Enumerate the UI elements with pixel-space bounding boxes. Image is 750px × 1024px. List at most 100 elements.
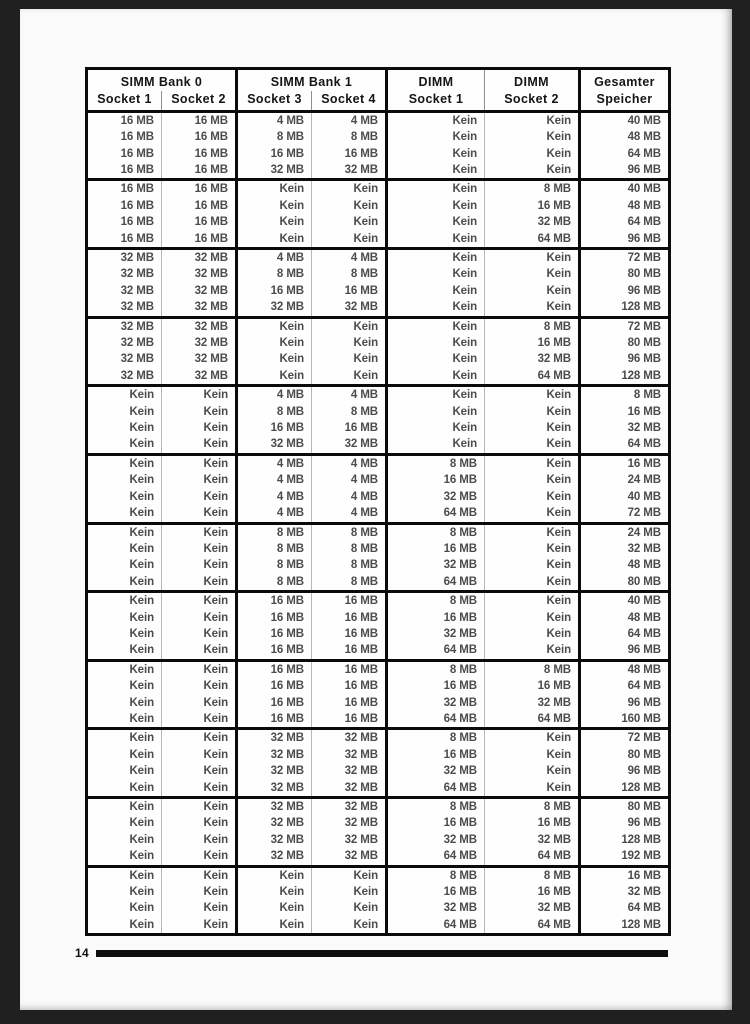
table-cell: Kein <box>129 781 154 794</box>
table-cell: Kein <box>235 315 312 336</box>
table-cell: 16 MB <box>311 282 387 300</box>
table-cell: 16 MB <box>235 642 312 661</box>
row-group: Kein Kein 32 MB 32 MB 8 MB 8 MB 80 MB Kein Kein 3… <box>86 796 670 867</box>
table-cell: Kein <box>161 609 237 626</box>
table-cell: 32 MB <box>311 831 387 849</box>
table-row: Kein Kein 32 MB 32 MB 16 MB 16 MB 96 MB <box>87 815 670 832</box>
table-cell: Kein <box>385 420 485 437</box>
table-cell: 64 MB <box>385 779 485 798</box>
table-row: 32 MB 32 MB 8 MB 8 MB Kein Kein 80 MB <box>87 266 670 283</box>
table-cell: 128 MB <box>578 779 670 798</box>
table-cell: 16 MB <box>385 540 485 558</box>
table-cell: 4 MB <box>235 247 312 267</box>
table-cell: 32 MB <box>311 436 387 455</box>
table-cell: Kein <box>161 884 237 901</box>
table-row: Kein Kein 16 MB 16 MB 64 MB 64 MB 160 MB <box>87 710 670 729</box>
table-cell: Kein <box>161 436 237 455</box>
table-row: Kein Kein 32 MB 32 MB 8 MB Kein 72 MB <box>86 727 670 747</box>
table-cell: Kein <box>161 488 237 506</box>
table-cell: 16 MB <box>235 678 312 695</box>
table-cell: 32 MB <box>235 299 312 318</box>
table-cell: Kein <box>311 864 387 885</box>
table-cell: Kein <box>161 900 237 917</box>
table-cell: Kein <box>235 335 312 352</box>
table-cell: 8 MB <box>385 658 485 679</box>
table-cell: 32 MB <box>484 831 580 849</box>
table-cell: Kein <box>385 197 485 215</box>
table-cell: 64 MB <box>578 900 670 917</box>
document-page: SIMM Bank 0 SIMM Bank 1 DIMM DIMM Gesamter So… <box>20 9 732 1010</box>
table-cell: 8 MB <box>311 521 387 541</box>
table-cell: 32 MB <box>311 746 387 764</box>
table-cell: 32 MB <box>385 694 485 711</box>
table-cell: 4 MB <box>235 452 312 473</box>
table-cell: Kein <box>86 864 162 885</box>
table-cell: Kein <box>129 748 154 761</box>
table-cell: Kein <box>484 403 580 421</box>
table-cell: Kein <box>161 746 237 764</box>
table-cell: 32 MB <box>235 831 312 849</box>
table-cell: Kein <box>129 438 154 451</box>
row-group: Kein Kein 4 MB 4 MB Kein Kein 8 MB Kein Kein 8 MB… <box>86 384 670 455</box>
memory-table: SIMM Bank 0 SIMM Bank 1 DIMM DIMM Gesamter So… <box>85 67 671 937</box>
table-cell: 64 MB <box>578 145 670 162</box>
table-cell: Kein <box>161 540 237 558</box>
table-row: Kein Kein 32 MB 32 MB Kein Kein 64 MB <box>87 436 670 455</box>
table-cell: 32 MB <box>161 282 237 300</box>
table-cell: Kein <box>86 796 162 816</box>
table-cell: Kein <box>484 472 580 489</box>
table-cell: 128 MB <box>578 916 670 935</box>
table-cell: 64 MB <box>385 573 485 592</box>
table-row: Kein Kein 32 MB 32 MB 16 MB Kein 80 MB <box>87 746 670 764</box>
table-row: Kein Kein 8 MB 8 MB 8 MB Kein 24 MB <box>86 521 670 541</box>
table-cell: Kein <box>385 230 485 249</box>
table-cell: Kein <box>385 145 485 162</box>
table-cell: Kein <box>161 384 237 404</box>
table-row: Kein Kein Kein Kein 16 MB 16 MB 32 MB <box>87 884 670 901</box>
table-cell: 16 MB <box>120 232 154 245</box>
table-cell: 48 MB <box>578 609 670 626</box>
table-cell: Kein <box>484 384 580 404</box>
table-cell: Kein <box>129 507 154 520</box>
table-cell: 8 MB <box>235 266 312 283</box>
table-cell: Kein <box>235 230 312 249</box>
table-cell: 16 MB <box>385 609 485 626</box>
table-cell: 16 MB <box>161 230 237 249</box>
table-row: Kein Kein Kein Kein 32 MB 32 MB 64 MB <box>87 900 670 917</box>
row-group: 32 MB 32 MB 4 MB 4 MB Kein Kein 72 MB 32 MB 32 M… <box>86 247 670 318</box>
table-cell: 32 MB <box>578 884 670 901</box>
table-row: Kein Kein 8 MB 8 MB 64 MB Kein 80 MB <box>87 573 670 592</box>
table-cell: Kein <box>129 422 154 435</box>
table-cell: Kein <box>484 161 580 180</box>
table-cell: 40 MB <box>578 590 670 610</box>
table-cell: 8 MB <box>235 557 312 574</box>
table-cell: 32 MB <box>235 763 312 780</box>
table-cell: 8 MB <box>235 521 312 541</box>
table-cell: 32 MB <box>311 763 387 780</box>
table-cell: Kein <box>484 111 580 130</box>
table-cell: 64 MB <box>484 848 580 867</box>
table-cell: 4 MB <box>311 488 387 506</box>
table-row: 16 MB 16 MB Kein Kein Kein 16 MB 48 MB <box>87 197 670 215</box>
table-cell: Kein <box>86 452 162 473</box>
table-row: Kein Kein 4 MB 4 MB 32 MB Kein 40 MB <box>87 488 670 506</box>
table-row: Kein Kein 4 MB 4 MB 8 MB Kein 16 MB <box>86 452 670 473</box>
table-cell: 8 MB <box>385 864 485 885</box>
table-cell: 48 MB <box>578 197 670 215</box>
table-cell: Kein <box>161 779 237 798</box>
table-cell: 32 MB <box>161 266 237 283</box>
column-subheader: Socket 4 <box>311 90 387 113</box>
table-cell: 72 MB <box>578 315 670 336</box>
table-cell: Kein <box>235 214 312 231</box>
table-cell: 4 MB <box>235 488 312 506</box>
table-row: Kein Kein 32 MB 32 MB 64 MB Kein 128 MB <box>87 779 670 798</box>
table-cell: Kein <box>385 282 485 300</box>
table-row: 16 MB 16 MB Kein Kein Kein 32 MB 64 MB <box>87 214 670 231</box>
table-cell: Kein <box>311 916 387 935</box>
table-cell: Kein <box>311 230 387 249</box>
table-cell: 32 MB <box>161 247 237 267</box>
table-cell: 16 MB <box>311 694 387 711</box>
table-row: Kein Kein 32 MB 32 MB 64 MB 64 MB 192 MB <box>87 848 670 867</box>
table-row: 16 MB 16 MB 16 MB 16 MB Kein Kein 64 MB <box>87 145 670 162</box>
table-cell: 32 MB <box>484 900 580 917</box>
